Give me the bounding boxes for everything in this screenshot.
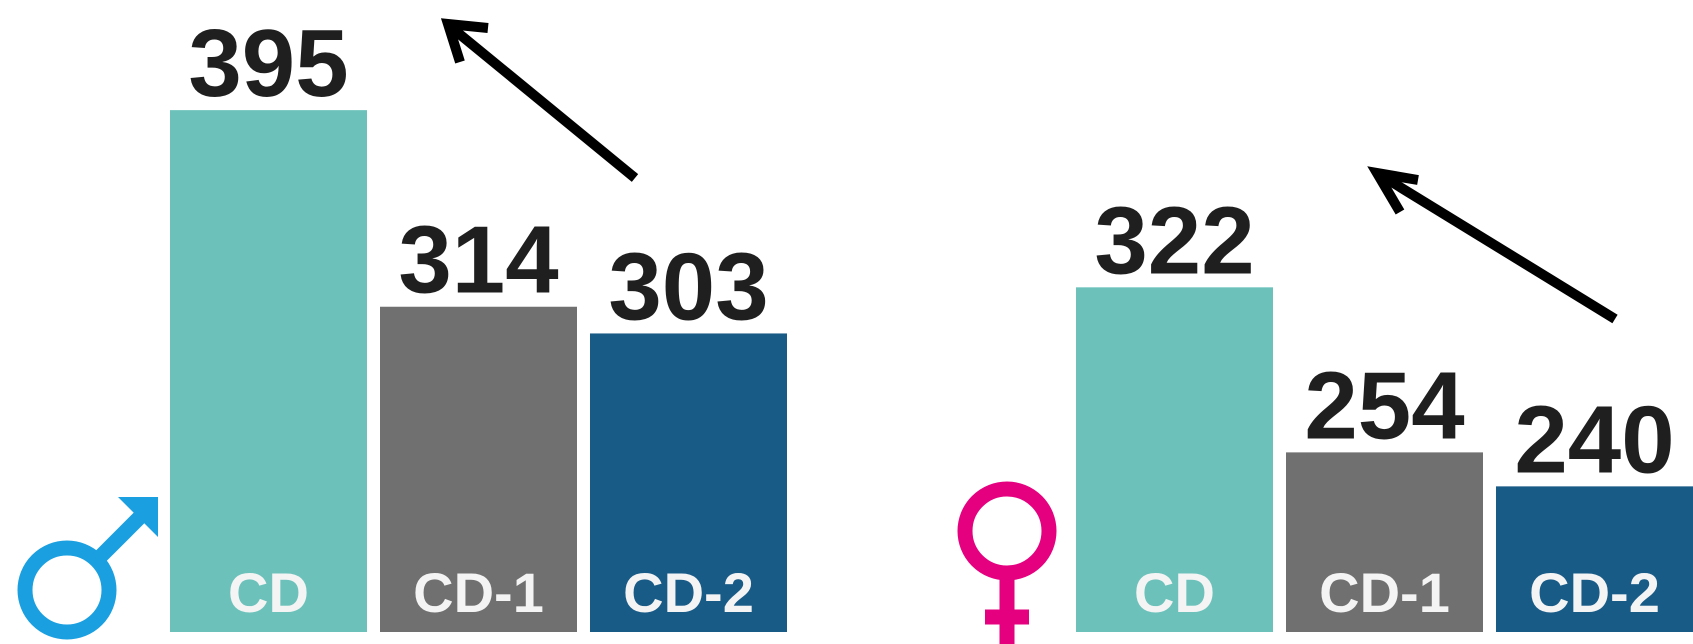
trend-arrow — [1367, 166, 1618, 324]
bar — [170, 110, 367, 633]
category-label: CD-2 — [1529, 561, 1660, 624]
trend-arrow — [440, 18, 639, 182]
bar — [380, 306, 577, 632]
value-label: 254 — [1304, 352, 1464, 459]
value-label: 395 — [188, 10, 348, 117]
value-label: 303 — [608, 233, 768, 340]
female-symbol — [957, 481, 1057, 644]
category-label: CD-1 — [413, 561, 544, 624]
category-label: CD — [1134, 561, 1215, 624]
bar — [1076, 287, 1273, 632]
value-label: 240 — [1514, 386, 1674, 493]
bar — [590, 333, 787, 632]
category-label: CD-2 — [623, 561, 754, 624]
bar — [1286, 452, 1483, 632]
category-label: CD — [228, 561, 309, 624]
value-label: 322 — [1094, 187, 1254, 294]
category-label: CD-1 — [1319, 561, 1450, 624]
bar — [1496, 486, 1693, 632]
male-symbol — [17, 497, 158, 640]
value-label: 314 — [398, 207, 558, 314]
